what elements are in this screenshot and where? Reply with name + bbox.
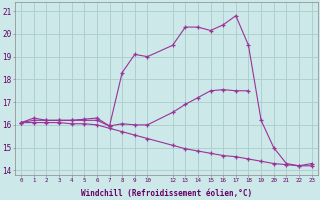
X-axis label: Windchill (Refroidissement éolien,°C): Windchill (Refroidissement éolien,°C) [81,189,252,198]
